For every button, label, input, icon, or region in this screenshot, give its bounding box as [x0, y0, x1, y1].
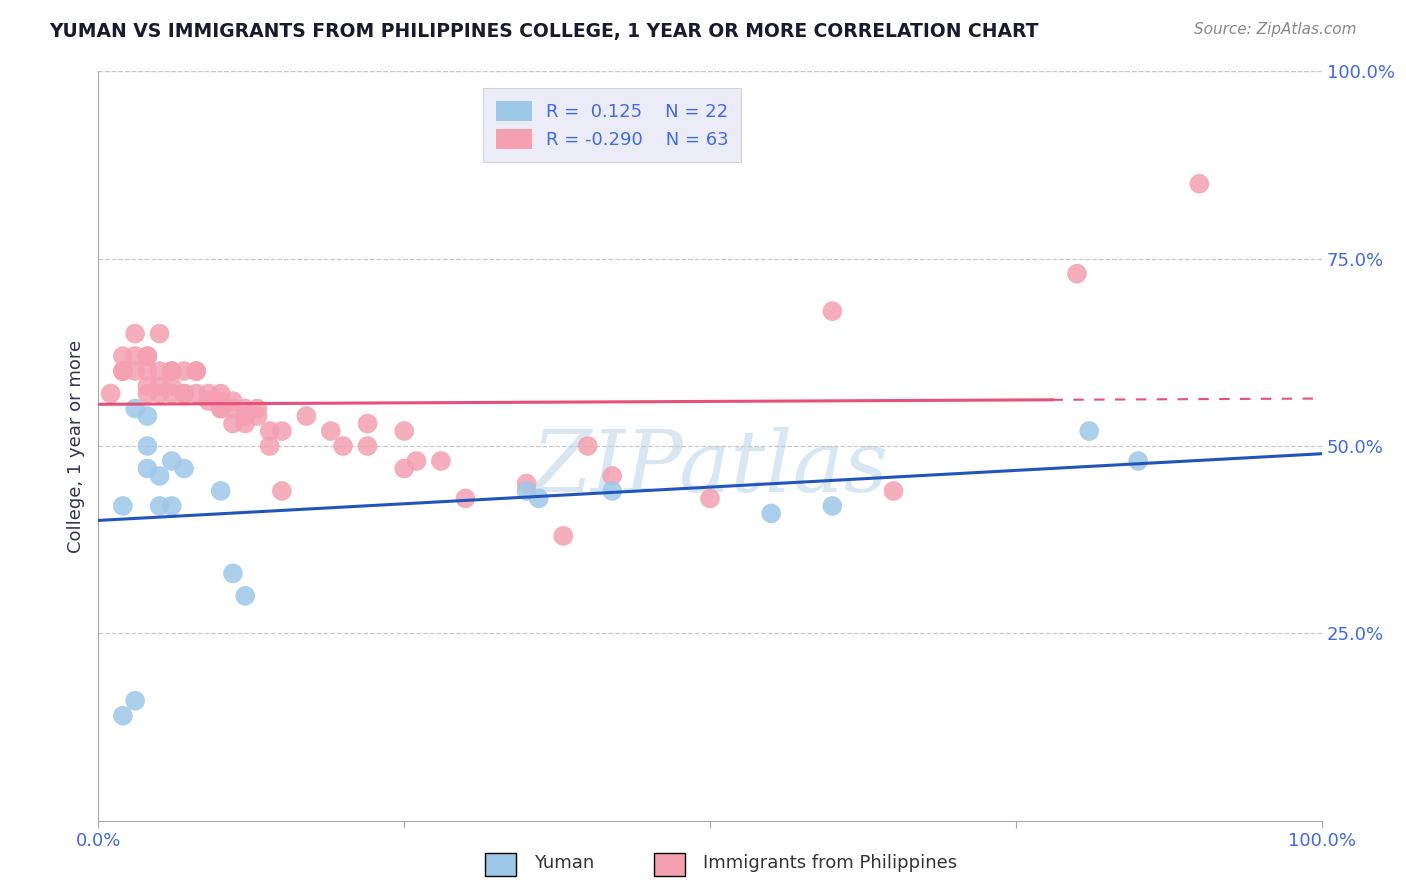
- Point: [111, 349, 134, 363]
- Point: [1078, 424, 1101, 438]
- Point: [392, 461, 416, 475]
- Point: [124, 326, 146, 341]
- Point: [197, 394, 219, 409]
- Point: [246, 409, 269, 423]
- Point: [233, 401, 256, 416]
- Point: [332, 439, 354, 453]
- Point: [160, 499, 183, 513]
- Point: [600, 483, 623, 498]
- Point: [136, 461, 159, 475]
- Point: [136, 386, 159, 401]
- Point: [270, 483, 294, 498]
- Point: [270, 424, 294, 438]
- Point: [821, 499, 844, 513]
- Point: [405, 454, 427, 468]
- Point: [186, 386, 208, 401]
- Point: [124, 401, 146, 416]
- Point: [136, 349, 159, 363]
- Text: ZIPatlas: ZIPatlas: [531, 427, 889, 510]
- Point: [319, 424, 342, 438]
- Point: [576, 439, 599, 453]
- Point: [160, 364, 183, 378]
- Point: [209, 483, 232, 498]
- Point: [222, 566, 245, 581]
- Point: [246, 401, 269, 416]
- Point: [600, 469, 623, 483]
- Point: [149, 379, 172, 393]
- Point: [136, 349, 159, 363]
- Y-axis label: College, 1 year or more: College, 1 year or more: [66, 340, 84, 552]
- Point: [124, 349, 146, 363]
- Point: [295, 409, 318, 423]
- Point: [222, 401, 245, 416]
- Point: [527, 491, 550, 506]
- Point: [173, 461, 195, 475]
- Point: [699, 491, 721, 506]
- Point: [454, 491, 477, 506]
- Point: [124, 364, 146, 378]
- Point: [111, 708, 134, 723]
- Point: [111, 364, 134, 378]
- Point: [186, 364, 208, 378]
- Point: [173, 364, 195, 378]
- Point: [136, 364, 159, 378]
- Point: [515, 483, 537, 498]
- Point: [553, 529, 575, 543]
- Point: [209, 386, 232, 401]
- Point: [124, 694, 146, 708]
- Point: [149, 386, 172, 401]
- Point: [149, 364, 172, 378]
- Point: [222, 417, 245, 431]
- Point: [883, 483, 905, 498]
- Point: [233, 409, 256, 423]
- Point: [392, 424, 416, 438]
- Point: [1188, 177, 1211, 191]
- Point: [149, 469, 172, 483]
- Point: [136, 409, 159, 423]
- Point: [209, 394, 232, 409]
- Text: Source: ZipAtlas.com: Source: ZipAtlas.com: [1194, 22, 1357, 37]
- Point: [173, 386, 195, 401]
- Point: [821, 304, 844, 318]
- Point: [149, 326, 172, 341]
- Point: [259, 424, 281, 438]
- Point: [515, 476, 537, 491]
- Point: [111, 364, 134, 378]
- Point: [1128, 454, 1150, 468]
- Point: [259, 439, 281, 453]
- Point: [233, 589, 256, 603]
- Text: Yuman: Yuman: [534, 855, 595, 872]
- Point: [1066, 267, 1088, 281]
- Point: [136, 379, 159, 393]
- Text: YUMAN VS IMMIGRANTS FROM PHILIPPINES COLLEGE, 1 YEAR OR MORE CORRELATION CHART: YUMAN VS IMMIGRANTS FROM PHILIPPINES COL…: [49, 22, 1039, 41]
- Point: [233, 417, 256, 431]
- Point: [160, 364, 183, 378]
- Point: [160, 454, 183, 468]
- Point: [209, 401, 232, 416]
- Point: [209, 401, 232, 416]
- Point: [222, 394, 245, 409]
- Point: [430, 454, 453, 468]
- Legend: R =  0.125    N = 22, R = -0.290    N = 63: R = 0.125 N = 22, R = -0.290 N = 63: [482, 88, 741, 162]
- Point: [160, 386, 183, 401]
- Point: [197, 386, 219, 401]
- Point: [111, 499, 134, 513]
- Text: Immigrants from Philippines: Immigrants from Philippines: [703, 855, 957, 872]
- Point: [149, 499, 172, 513]
- Point: [136, 439, 159, 453]
- Point: [761, 507, 783, 521]
- Point: [100, 386, 122, 401]
- Point: [356, 439, 378, 453]
- Point: [173, 386, 195, 401]
- Point: [186, 364, 208, 378]
- Point: [160, 379, 183, 393]
- Point: [356, 417, 378, 431]
